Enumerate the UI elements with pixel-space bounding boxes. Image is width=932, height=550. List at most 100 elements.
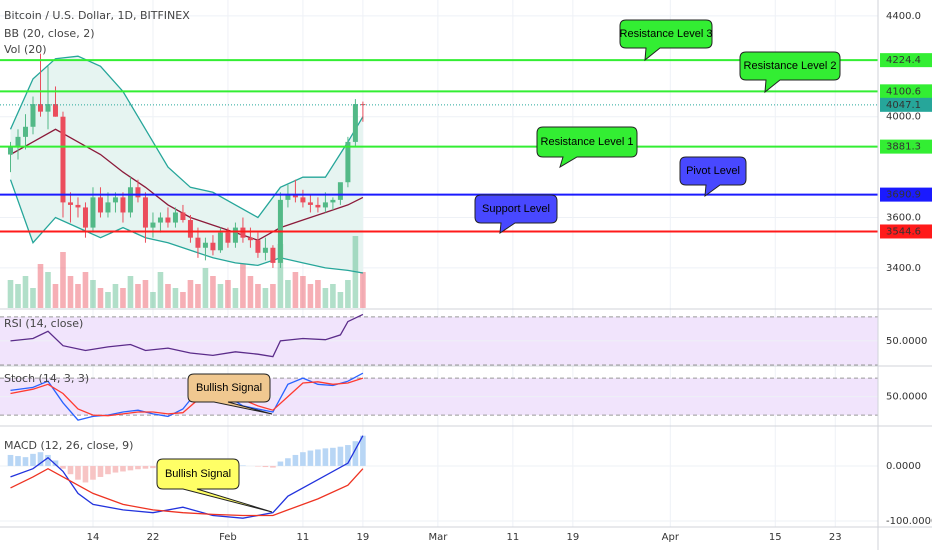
histogram-bar (262, 465, 269, 468)
callout-bubble (679, 156, 747, 198)
y-tick-label: 50.0000 (886, 392, 927, 403)
candle-body (30, 104, 36, 127)
candle-body (292, 194, 298, 198)
level-tag (880, 224, 932, 239)
volume-bar (52, 284, 59, 308)
indicator-legend: BB (20, close, 2) (4, 27, 95, 40)
indicator-line (10, 377, 364, 417)
volume-bar (15, 284, 21, 308)
callout-text: Support Level (482, 203, 550, 215)
histogram-bar (97, 465, 104, 477)
x-tick-label: 22 (147, 532, 160, 543)
histogram-bar (45, 454, 51, 466)
volume-bar (127, 276, 134, 308)
volume-bar (187, 280, 194, 308)
candle-body (210, 242, 216, 251)
candle-body (187, 220, 193, 238)
callout-text: Resistance Level 2 (744, 60, 837, 72)
pane-title: MACD (12, 26, close, 9) (4, 439, 133, 452)
candle-body (262, 247, 268, 253)
x-tick-label: 14 (87, 532, 100, 543)
macd-line (10, 467, 364, 517)
volume-bar (172, 288, 179, 308)
candle-body (75, 204, 81, 208)
histogram-bar (315, 449, 321, 466)
candle-body (45, 104, 51, 112)
callout-text: Pivot Level (686, 165, 740, 177)
volume-bar (360, 272, 366, 308)
candle-body (285, 194, 291, 200)
volume-bar (195, 284, 201, 308)
callout-bubble (187, 373, 273, 415)
x-tick-label: 15 (769, 532, 782, 543)
histogram-bar (292, 454, 299, 466)
y-tick-label: 50.0000 (886, 336, 927, 347)
level-tag-text: 3881.3 (886, 142, 921, 153)
x-tick-label: 11 (297, 532, 310, 543)
volume-bar (37, 264, 44, 308)
histogram-bar (307, 450, 314, 466)
volume-bar (180, 292, 186, 308)
candle-body (180, 212, 186, 221)
volume-bar (247, 276, 254, 308)
indicator-line (10, 313, 364, 358)
x-tick-label: Apr (662, 532, 680, 543)
candle-body (315, 204, 321, 208)
chart-title: Bitcoin / U.S. Dollar, 1D, BITFINEX (4, 9, 190, 22)
histogram-bar (127, 465, 134, 471)
histogram-bar (240, 465, 246, 466)
indicator-legend: Vol (20) (4, 43, 47, 56)
histogram-bar (270, 465, 276, 468)
candle-body (360, 104, 366, 106)
x-tick-label: 11 (506, 532, 519, 543)
x-tick-label: Feb (219, 532, 237, 543)
volume-bar (30, 288, 36, 308)
candle-body (60, 116, 66, 203)
candle-body (135, 187, 141, 198)
histogram-bar (112, 465, 119, 473)
histogram-bar (37, 452, 44, 466)
volume-bar (240, 264, 246, 308)
last-price-text: 4047.1 (886, 100, 921, 111)
histogram-bar (360, 435, 366, 466)
candle-body (22, 126, 28, 137)
volume-bar (75, 284, 81, 308)
level-tag (880, 139, 932, 154)
histogram-bar (120, 465, 126, 472)
y-tick-label: 4400.0 (886, 11, 921, 22)
histogram-bar (52, 460, 59, 466)
volume-bar (142, 280, 149, 308)
candle-body (270, 247, 276, 263)
candle-body (120, 197, 126, 213)
histogram-bar (135, 465, 141, 470)
volume-bar (277, 244, 284, 308)
histogram-bar (105, 465, 111, 475)
histogram-bar (352, 441, 359, 466)
volume-bar (120, 288, 126, 308)
histogram-bar (30, 453, 36, 466)
candle-body (172, 212, 178, 223)
macd-line (10, 435, 364, 519)
volume-bar (90, 280, 96, 308)
histogram-bar (7, 454, 14, 466)
candle-body (300, 197, 306, 203)
callout-bubble (536, 126, 638, 169)
volume-bar (202, 268, 209, 308)
volume-bar (45, 272, 51, 308)
volume-bar (262, 288, 269, 308)
bb-lower (9, 179, 364, 274)
volume-bar (345, 280, 351, 308)
volume-bar (60, 252, 66, 308)
candle-body (157, 217, 163, 223)
candle-body (255, 240, 261, 253)
candle-body (247, 237, 253, 241)
histogram-bar (255, 465, 261, 467)
level-tag (880, 187, 932, 202)
y-tick-label: 0.0000 (886, 461, 921, 472)
candle-body (217, 232, 223, 251)
candle-body (330, 199, 336, 203)
volume-bar (300, 276, 306, 308)
callout-text: Bullish Signal (196, 382, 262, 394)
candle-body (195, 237, 201, 248)
